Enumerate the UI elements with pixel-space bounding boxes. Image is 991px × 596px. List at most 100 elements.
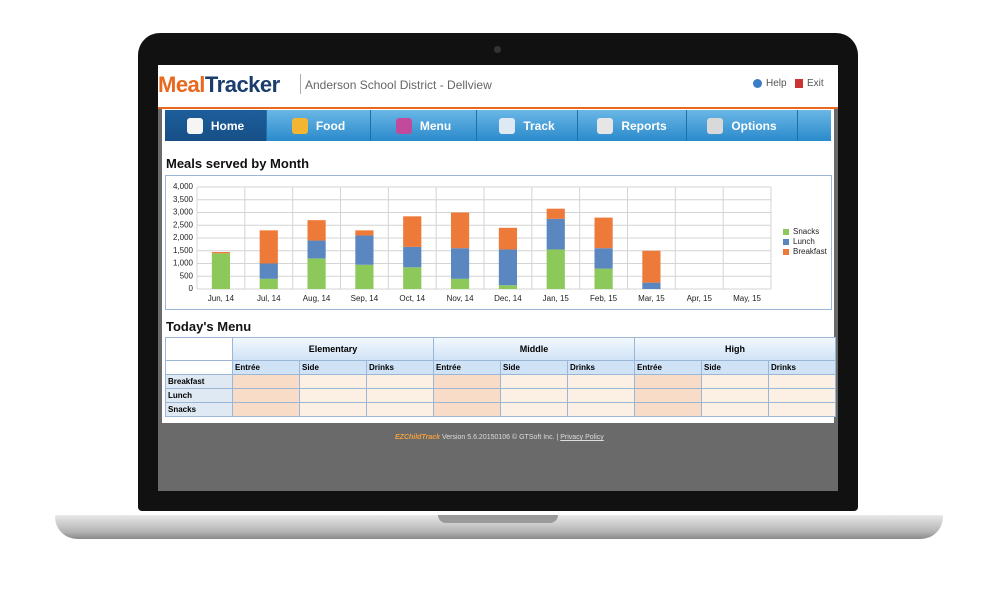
logo-tracker: Tracker (204, 72, 280, 97)
help-link[interactable]: Help (753, 78, 787, 89)
menu-cell[interactable] (299, 388, 367, 403)
menu-cell[interactable] (634, 402, 702, 417)
y-tick-label: 2,500 (173, 220, 194, 229)
bar-segment (450, 278, 470, 289)
group-row: Elementary Middle High (165, 337, 836, 361)
x-tick-label: Apr, 15 (687, 294, 713, 303)
nav-label: Options (731, 118, 777, 133)
column-header: Side (701, 360, 769, 375)
menu-cell[interactable] (433, 388, 501, 403)
column-row: Entrée Side Drinks Entrée Side Drinks Entrée Si… (165, 360, 836, 375)
x-tick-label: Dec, 14 (494, 294, 522, 303)
menu-cell[interactable] (701, 402, 769, 417)
bar-segment (211, 253, 231, 289)
bar-segment (403, 267, 422, 289)
y-tick-label: 3,000 (173, 208, 194, 217)
x-tick-label: Nov, 14 (447, 294, 475, 303)
menu-cell[interactable] (768, 388, 836, 403)
nav-item[interactable]: Options (687, 110, 798, 141)
x-tick-label: May, 15 (733, 294, 761, 303)
x-tick-label: Jan, 15 (543, 294, 570, 303)
bar-segment (546, 208, 565, 219)
menu-cell[interactable] (500, 402, 568, 417)
group-header: Middle (433, 337, 635, 361)
nav-icon (395, 117, 412, 134)
nav-item[interactable]: Track (477, 110, 578, 141)
menu-row: Breakfast (165, 374, 836, 389)
bar-segment (259, 230, 278, 264)
chart-title: Meals served by Month (166, 156, 310, 171)
bar-segment (450, 212, 470, 249)
menu-cell[interactable] (232, 374, 300, 389)
legend-label: Breakfast (793, 247, 828, 256)
group-header: Elementary (232, 337, 434, 361)
menu-title: Today's Menu (166, 319, 252, 334)
bar-segment (307, 220, 326, 241)
menu-cell[interactable] (366, 374, 434, 389)
divider (300, 74, 301, 94)
menu-cell[interactable] (768, 402, 836, 417)
nav-icon (186, 117, 203, 134)
menu-cell[interactable] (433, 402, 501, 417)
exit-link[interactable]: Exit (795, 78, 824, 89)
menu-cell[interactable] (299, 402, 367, 417)
x-tick-label: Jun, 14 (208, 294, 235, 303)
nav-item[interactable]: Menu (371, 110, 477, 141)
nav-item[interactable]: Reports (578, 110, 687, 141)
footer-brand: EZChildTrack (395, 434, 440, 441)
menu-cell[interactable] (567, 388, 635, 403)
menu-cell[interactable] (366, 388, 434, 403)
bar-segment (211, 252, 231, 254)
row-header: Snacks (165, 402, 233, 417)
bar-segment (498, 227, 518, 250)
menu-cell[interactable] (366, 402, 434, 417)
row-header: Breakfast (165, 374, 233, 389)
column-header: Entrée (433, 360, 501, 375)
menu-cell[interactable] (701, 374, 769, 389)
menu-cell[interactable] (433, 374, 501, 389)
bar-segment (594, 268, 613, 289)
bar-segment (498, 285, 518, 289)
menu-cell[interactable] (232, 402, 300, 417)
logo: MealTracker (158, 72, 280, 98)
menu-cell[interactable] (634, 388, 702, 403)
x-tick-label: Sep, 14 (351, 294, 379, 303)
menu-cell[interactable] (500, 374, 568, 389)
legend-swatch (783, 249, 789, 255)
laptop-notch (438, 515, 558, 523)
privacy-link[interactable]: Privacy Policy (560, 434, 604, 441)
column-header: Side (500, 360, 568, 375)
x-tick-label: Mar, 15 (638, 294, 665, 303)
nav-label: Track (523, 118, 555, 133)
y-tick-label: 1,500 (173, 246, 194, 255)
bar-segment (403, 246, 422, 268)
nav-item[interactable]: Home (165, 110, 267, 141)
camera (494, 46, 501, 53)
bar-segment (498, 249, 518, 286)
legend-label: Snacks (793, 227, 819, 236)
bar-segment (307, 240, 326, 259)
menu-cell[interactable] (701, 388, 769, 403)
bar-segment (642, 282, 661, 289)
y-tick-label: 500 (180, 271, 194, 280)
bar-segment (403, 216, 422, 247)
menu-cell[interactable] (768, 374, 836, 389)
bar-segment (642, 250, 661, 283)
nav-label: Menu (419, 118, 452, 133)
column-header: Drinks (768, 360, 836, 375)
corner-cell (165, 337, 233, 361)
nav-label: Reports (621, 118, 667, 133)
menu-cell[interactable] (634, 374, 702, 389)
nav-icon (707, 117, 724, 134)
bar-segment (259, 263, 278, 279)
bar-segment (355, 235, 374, 265)
menu-cell[interactable] (232, 388, 300, 403)
x-tick-label: Oct, 14 (399, 294, 425, 303)
menu-cell[interactable] (500, 388, 568, 403)
x-tick-label: Jul, 14 (257, 294, 281, 303)
menu-cell[interactable] (567, 402, 635, 417)
menu-cell[interactable] (299, 374, 367, 389)
nav-item[interactable]: Food (267, 110, 371, 141)
menu-cell[interactable] (567, 374, 635, 389)
